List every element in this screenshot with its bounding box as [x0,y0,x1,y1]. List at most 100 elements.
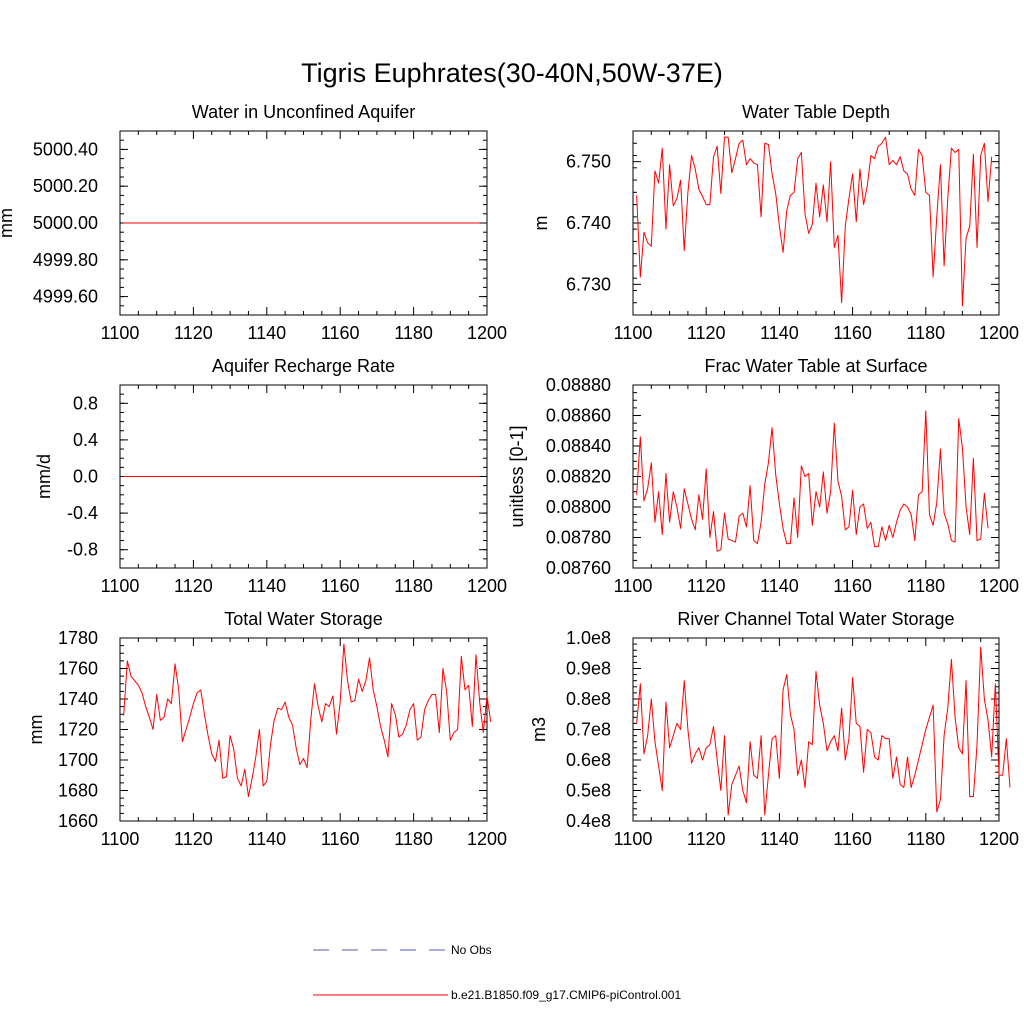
y-tick-label: 5000.00 [33,213,98,233]
x-tick-label: 1200 [467,323,507,343]
y-tick-label: 0.4 [73,430,98,450]
panel-title: Total Water Storage [224,609,382,629]
y-axis-label: mm [26,715,46,745]
x-tick-label: 1160 [833,323,872,343]
series-line-model [636,646,1011,816]
legend: No Obs b.e21.B1850.f09_g17.CMIP6-piContr… [313,943,681,1002]
x-tick-label: 1120 [687,829,726,849]
series-line-model [123,643,492,798]
chart-panel-5: Total Water Storage mm 1100 1120 1140 1160 118… [26,609,507,849]
y-tick-label: 1760 [58,659,98,679]
y-tick-label: 0.08840 [546,436,611,456]
x-tick-label: 1140 [247,323,286,343]
x-tick-label: 1180 [394,829,433,849]
y-tick-label: 0.08880 [546,375,611,395]
legend-obs-label: No Obs [451,943,492,957]
y-tick-label: 1660 [58,811,98,831]
x-tick-label: 1200 [979,576,1019,596]
panel-title: Water Table Depth [742,102,890,122]
x-tick-label: 1180 [394,323,433,343]
x-tick-label: 1180 [906,829,945,849]
x-tick-label: 1140 [247,576,286,596]
y-tick-label: 6.740 [566,213,611,233]
figure-title: Tigris Euphrates(30-40N,50W-37E) [301,58,723,88]
x-tick-label: 1140 [760,829,799,849]
y-tick-label: 0.08820 [546,467,611,487]
chart-panel-4: Frac Water Table at Surface unitless [0-1… [507,356,1019,596]
x-tick-label: 1160 [833,829,872,849]
x-tick-label: 1160 [321,576,360,596]
chart-panel-1: Water in Unconfined Aquifer mm 1100 1120 114… [0,102,507,343]
y-tick-label: 0.08760 [546,558,611,578]
y-tick-label: 0.4e8 [566,811,611,831]
x-tick-label: 1100 [614,576,653,596]
series-line-model [636,136,993,307]
x-tick-label: 1200 [979,829,1019,849]
x-tick-label: 1100 [614,829,653,849]
y-tick-label: 1680 [58,781,98,801]
x-tick-label: 1160 [321,829,360,849]
x-tick-label: 1200 [467,576,507,596]
y-tick-label: 0.7e8 [566,720,611,740]
x-tick-label: 1120 [174,576,213,596]
x-tick-label: 1160 [321,323,360,343]
x-tick-label: 1180 [906,576,945,596]
x-tick-label: 1120 [174,323,213,343]
y-tick-label: 0.08860 [546,406,611,426]
panel-title: Aquifer Recharge Rate [212,356,395,376]
y-tick-label: 0.08800 [546,497,611,517]
x-tick-label: 1180 [394,576,433,596]
x-tick-label: 1120 [174,829,213,849]
series-line-model [636,410,989,552]
x-tick-label: 1120 [687,576,726,596]
y-tick-label: 0.08780 [546,528,611,548]
y-tick-label: 0.9e8 [566,659,611,679]
y-tick-label: 0.8e8 [566,689,611,709]
x-tick-label: 1100 [101,576,140,596]
x-tick-label: 1160 [833,576,872,596]
plot-frame [632,130,1000,316]
y-axis-label: mm [0,208,16,238]
y-tick-label: 5000.20 [33,176,98,196]
y-tick-label: 0.5e8 [566,781,611,801]
panel-title: Frac Water Table at Surface [704,356,927,376]
chart-panels: Water in Unconfined Aquifer mm 1100 1120 114… [0,102,1019,849]
y-tick-label: 0.8 [73,393,98,413]
y-axis-label: unitless [0-1] [507,425,527,527]
y-axis-label: mm/d [34,454,54,499]
plot-frame [632,384,1000,569]
y-tick-label: 6.730 [566,274,611,294]
y-tick-label: -0.8 [67,540,98,560]
y-tick-label: 4999.80 [33,250,98,270]
y-axis-label: m [531,216,551,231]
chart-panel-6: River Channel Total Water Storage m3 1100 1… [529,609,1019,849]
y-axis-label: m3 [529,717,549,742]
chart-panel-3: Aquifer Recharge Rate mm/d 1100 1120 1140 116… [34,356,507,596]
y-tick-label: 1.0e8 [566,628,611,648]
x-tick-label: 1180 [906,323,945,343]
y-tick-label: 1720 [58,720,98,740]
y-tick-label: 0.6e8 [566,750,611,770]
panel-title: River Channel Total Water Storage [677,609,954,629]
chart-panel-2: Water Table Depth m 1100 1120 1140 1160 1180 12… [531,102,1019,343]
x-tick-label: 1200 [467,829,507,849]
x-tick-label: 1200 [979,323,1019,343]
x-tick-label: 1100 [101,323,140,343]
x-tick-label: 1100 [101,829,140,849]
x-tick-label: 1120 [687,323,726,343]
y-tick-label: 1780 [58,628,98,648]
x-tick-label: 1140 [760,576,799,596]
y-tick-label: 0.0 [73,467,98,487]
panel-title: Water in Unconfined Aquifer [192,102,415,122]
x-tick-label: 1140 [247,829,286,849]
y-tick-label: 1740 [58,689,98,709]
x-tick-label: 1140 [760,323,799,343]
legend-model-label: b.e21.B1850.f09_g17.CMIP6-piControl.001 [451,988,681,1002]
y-tick-label: 1700 [58,750,98,770]
y-tick-label: 5000.40 [33,139,98,159]
y-tick-label: -0.4 [67,503,98,523]
y-tick-label: 4999.60 [33,287,98,307]
x-tick-label: 1100 [614,323,653,343]
y-tick-label: 6.750 [566,152,611,172]
